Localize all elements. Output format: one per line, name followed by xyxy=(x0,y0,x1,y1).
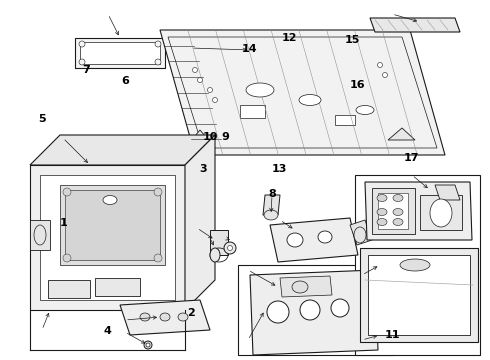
Polygon shape xyxy=(30,165,185,310)
Polygon shape xyxy=(270,218,358,262)
Text: 13: 13 xyxy=(271,164,287,174)
Text: 10: 10 xyxy=(203,132,219,142)
Polygon shape xyxy=(185,130,215,148)
Polygon shape xyxy=(263,195,280,215)
Ellipse shape xyxy=(103,195,117,204)
Ellipse shape xyxy=(34,225,46,245)
Ellipse shape xyxy=(79,59,85,65)
Text: 11: 11 xyxy=(384,330,400,340)
Polygon shape xyxy=(80,42,160,64)
Ellipse shape xyxy=(356,105,374,114)
Polygon shape xyxy=(360,248,478,342)
Text: 16: 16 xyxy=(350,80,366,90)
Ellipse shape xyxy=(354,227,366,243)
Polygon shape xyxy=(335,115,355,125)
Polygon shape xyxy=(365,182,472,240)
Ellipse shape xyxy=(318,231,332,243)
Ellipse shape xyxy=(300,300,320,320)
Polygon shape xyxy=(30,135,215,165)
Ellipse shape xyxy=(155,41,161,47)
Text: 2: 2 xyxy=(187,308,195,318)
Polygon shape xyxy=(350,220,372,245)
Text: 3: 3 xyxy=(199,164,207,174)
Text: 17: 17 xyxy=(404,153,419,163)
Ellipse shape xyxy=(393,208,403,216)
Polygon shape xyxy=(60,185,165,265)
Ellipse shape xyxy=(377,194,387,202)
Ellipse shape xyxy=(79,41,85,47)
Ellipse shape xyxy=(246,83,274,97)
Polygon shape xyxy=(65,190,160,260)
Bar xyxy=(238,265,393,355)
Ellipse shape xyxy=(393,219,403,225)
Polygon shape xyxy=(388,128,415,140)
Polygon shape xyxy=(240,105,265,118)
Polygon shape xyxy=(420,195,462,230)
Polygon shape xyxy=(48,280,90,298)
Polygon shape xyxy=(368,255,470,335)
Polygon shape xyxy=(370,18,460,32)
Text: 15: 15 xyxy=(345,35,361,45)
Polygon shape xyxy=(40,175,175,300)
Polygon shape xyxy=(185,135,215,310)
Ellipse shape xyxy=(63,254,71,262)
Ellipse shape xyxy=(140,313,150,321)
Ellipse shape xyxy=(154,188,162,196)
Ellipse shape xyxy=(264,210,278,220)
Text: 14: 14 xyxy=(242,44,258,54)
Ellipse shape xyxy=(287,233,303,247)
Ellipse shape xyxy=(193,68,197,72)
Polygon shape xyxy=(160,30,445,155)
Ellipse shape xyxy=(155,59,161,65)
Ellipse shape xyxy=(292,281,308,293)
Ellipse shape xyxy=(63,188,71,196)
Text: 12: 12 xyxy=(281,33,297,43)
Polygon shape xyxy=(75,38,165,68)
Ellipse shape xyxy=(299,95,321,105)
Ellipse shape xyxy=(213,98,218,103)
Polygon shape xyxy=(30,220,50,250)
Ellipse shape xyxy=(178,313,188,321)
Ellipse shape xyxy=(400,259,430,271)
Text: 9: 9 xyxy=(221,132,229,142)
Polygon shape xyxy=(250,270,378,355)
Ellipse shape xyxy=(227,246,232,251)
Ellipse shape xyxy=(154,254,162,262)
Polygon shape xyxy=(120,300,210,335)
Polygon shape xyxy=(280,276,332,297)
Ellipse shape xyxy=(331,299,349,317)
Ellipse shape xyxy=(377,208,387,216)
Ellipse shape xyxy=(267,301,289,323)
Text: 4: 4 xyxy=(104,326,112,336)
Ellipse shape xyxy=(224,242,236,254)
Text: 6: 6 xyxy=(121,76,129,86)
Ellipse shape xyxy=(383,72,388,77)
Polygon shape xyxy=(372,188,415,234)
Ellipse shape xyxy=(210,248,220,262)
Ellipse shape xyxy=(393,194,403,202)
Ellipse shape xyxy=(197,77,202,82)
Ellipse shape xyxy=(207,87,213,93)
Text: 5: 5 xyxy=(38,114,46,124)
Ellipse shape xyxy=(377,63,383,68)
Ellipse shape xyxy=(144,341,152,349)
Ellipse shape xyxy=(146,343,150,347)
Text: 7: 7 xyxy=(82,65,90,75)
Text: 8: 8 xyxy=(268,189,276,199)
Text: 1: 1 xyxy=(60,218,68,228)
Ellipse shape xyxy=(377,219,387,225)
Polygon shape xyxy=(95,278,140,296)
Bar xyxy=(355,175,480,355)
Ellipse shape xyxy=(430,199,452,227)
Polygon shape xyxy=(210,230,228,255)
Polygon shape xyxy=(378,193,408,229)
Ellipse shape xyxy=(160,313,170,321)
Polygon shape xyxy=(435,185,460,200)
